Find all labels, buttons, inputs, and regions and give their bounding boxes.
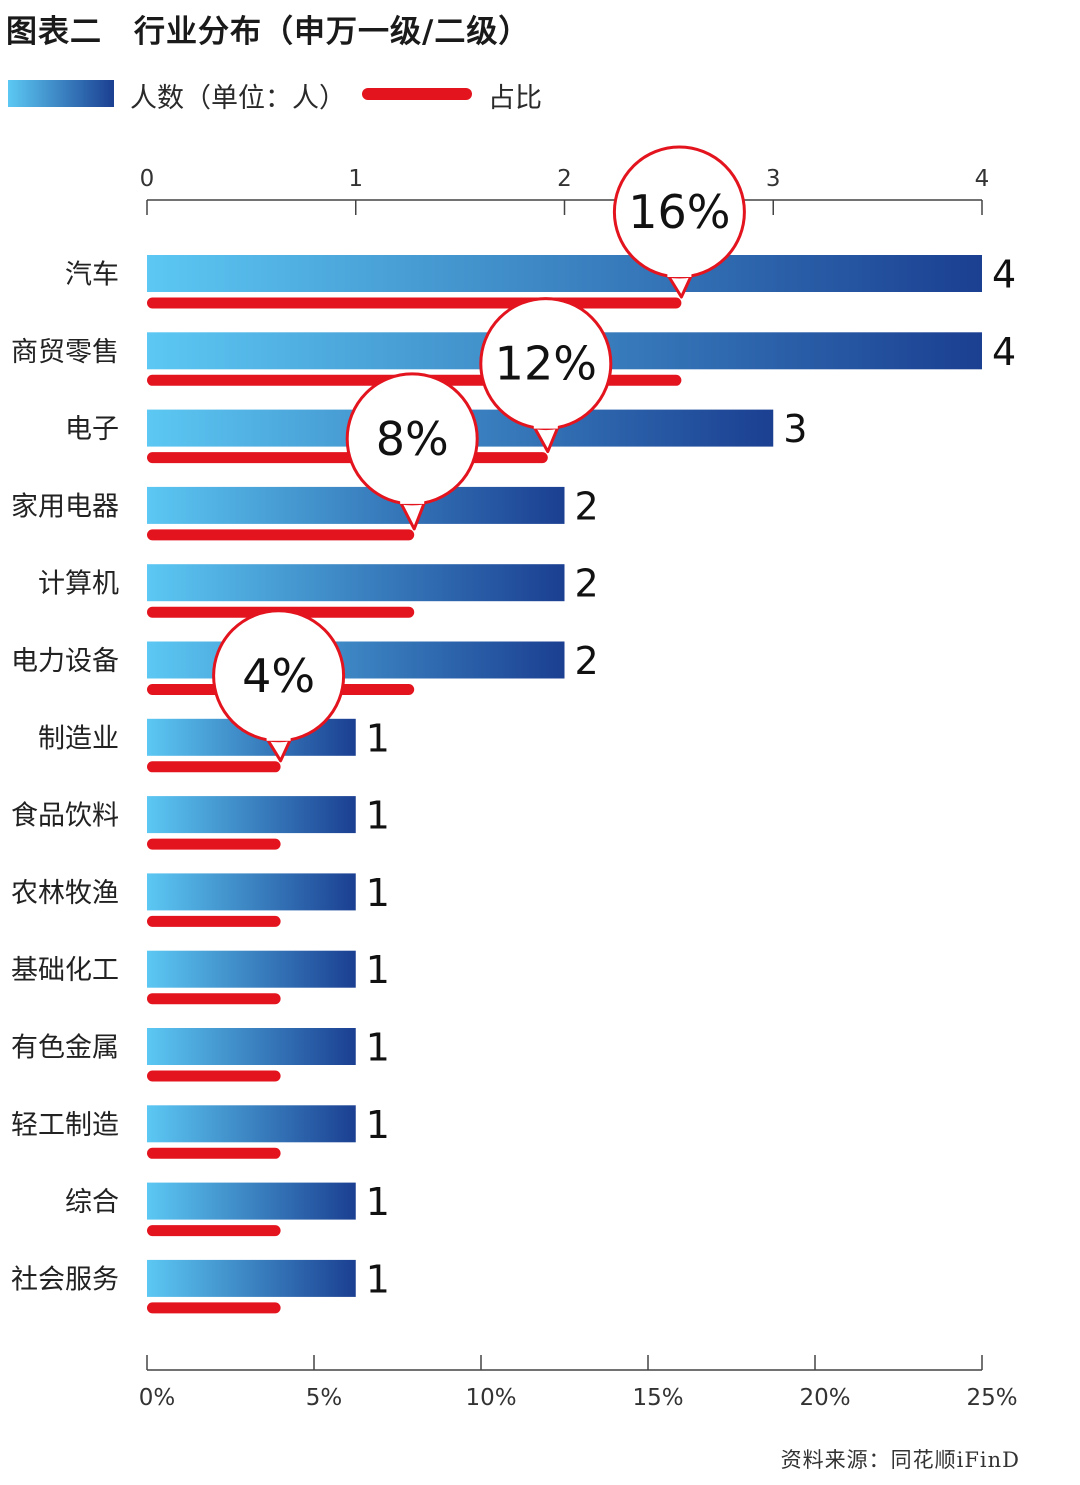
count-data-label: 1	[366, 1026, 390, 1070]
count-data-label: 4	[992, 253, 1016, 297]
category-label: 商贸零售	[11, 337, 119, 368]
source-note: 资料来源：同花顺iFinD	[780, 1448, 1020, 1472]
top-axis-tick-label: 3	[766, 166, 781, 192]
count-bar	[147, 1182, 356, 1220]
count-data-label: 1	[366, 1257, 390, 1301]
category-label: 农林牧渔	[11, 878, 119, 909]
bottom-axis-tick-label: 25%	[966, 1385, 1017, 1411]
top-axis-tick-label: 4	[975, 166, 990, 192]
category-label: 电力设备	[11, 646, 119, 677]
category-label: 计算机	[38, 569, 119, 600]
legend-bar-swatch	[8, 80, 114, 107]
callout-joint	[400, 493, 425, 504]
count-data-label: 1	[366, 1180, 390, 1224]
category-label: 社会服务	[11, 1264, 119, 1295]
category-label: 制造业	[38, 723, 119, 754]
count-data-label: 2	[575, 484, 599, 528]
count-data-label: 1	[366, 948, 390, 992]
legend-line-label: 占比	[488, 83, 542, 114]
count-bar	[147, 255, 982, 292]
bottom-axis-tick-label: 10%	[465, 1385, 516, 1411]
top-axis-tick-label: 1	[348, 166, 363, 192]
count-data-label: 2	[575, 639, 599, 683]
category-label: 汽车	[65, 260, 119, 291]
count-bar	[147, 1259, 356, 1297]
count-bar	[147, 1105, 356, 1143]
bottom-axis-tick-label: 0%	[139, 1385, 176, 1411]
share-callout: 4%	[212, 609, 346, 763]
callout-joint	[667, 267, 692, 277]
chart-title: 图表二 行业分布（申万一级/二级）	[6, 14, 531, 50]
share-callout: 12%	[479, 297, 613, 454]
count-bar	[147, 796, 356, 834]
callout-joint	[266, 730, 291, 741]
callout-label: 12%	[495, 337, 597, 391]
count-data-label: 3	[783, 407, 807, 451]
category-label: 食品饮料	[11, 801, 119, 832]
category-label: 轻工制造	[11, 1110, 119, 1141]
category-label: 家用电器	[11, 491, 119, 522]
count-data-label: 1	[366, 871, 390, 915]
callout-label: 16%	[628, 185, 730, 239]
callout-label: 4%	[242, 649, 315, 703]
category-label: 电子	[65, 414, 119, 445]
count-bar	[147, 950, 356, 988]
bottom-axis-tick-label: 5%	[306, 1385, 343, 1411]
callout-joint	[533, 418, 558, 429]
category-label: 综合	[65, 1187, 119, 1218]
count-data-label: 1	[366, 1103, 390, 1147]
count-bar	[147, 641, 565, 679]
count-data-label: 1	[366, 716, 390, 760]
count-bar	[147, 486, 565, 524]
category-label: 有色金属	[11, 1033, 119, 1064]
count-data-label: 4	[992, 330, 1016, 374]
legend-bar-label: 人数（单位：人）	[130, 83, 346, 114]
legend-line-swatch	[362, 88, 472, 100]
share-callout: 16%	[612, 145, 746, 299]
count-bar	[147, 564, 565, 602]
count-data-label: 1	[366, 794, 390, 838]
category-label: 基础化工	[11, 955, 119, 986]
count-bar	[147, 1028, 356, 1065]
top-axis-tick-label: 2	[557, 166, 572, 192]
top-axis-tick-label: 0	[140, 166, 155, 192]
callout-label: 8%	[376, 412, 449, 466]
share-callout: 8%	[345, 372, 479, 531]
count-data-label: 2	[575, 562, 599, 606]
bottom-axis-tick-label: 15%	[632, 1385, 683, 1411]
bottom-axis-tick-label: 20%	[799, 1385, 850, 1411]
count-bar	[147, 873, 356, 911]
